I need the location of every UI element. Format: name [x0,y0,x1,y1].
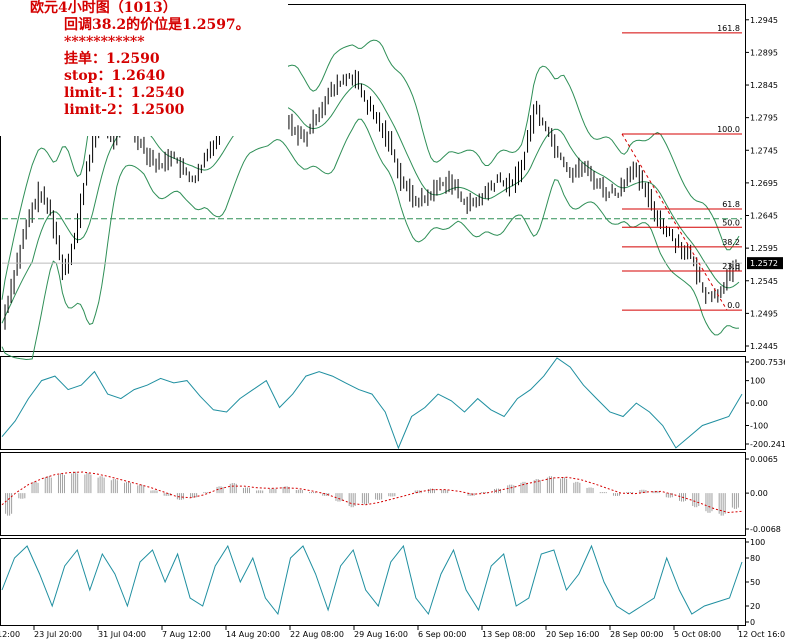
oscillator-3-axis-label: 80 [750,554,760,563]
current-price-label: 1.2572 [750,259,778,268]
price-axis-label: 1.2845 [750,81,778,90]
oscillator-3-line [1,544,743,616]
oscillator-2-axis-label: 0.0065 [750,455,778,464]
x-axis-label: 12 Oct 16:00 [738,630,785,639]
price-axis-label: 1.2495 [750,309,778,318]
annotation-retracement: 回调38.2的价位是1.2597。 [64,17,250,33]
oscillator-1-axis-label: 100 [750,377,765,386]
fib-level-label: 0.0 [727,301,740,310]
x-axis-label: 23 Jul 20:00 [34,630,82,639]
price-axis-label: 1.2795 [750,114,778,123]
oscillator-1-line [1,357,743,450]
x-axis-label: 13 Sep 08:00 [482,630,535,639]
oscillator-3-axis-label: 20 [750,602,760,611]
oscillator-3-axis-label: 100 [750,538,765,547]
price-panel [0,4,746,352]
fib-level-label: 38.2 [722,238,740,247]
bollinger-lower-band [1,118,740,361]
x-axis-label: 31 Jul 04:00 [98,630,146,639]
annotation-limit-2: limit-2：1.2500 [64,102,185,118]
annotation-stars: *********** [64,34,145,50]
oscillator-2-panel [0,452,746,536]
signal-line [1,471,743,514]
oscillator-1-axis-label: -100 [750,422,768,431]
oscillator-3-axis-label: 50 [750,578,760,587]
oscillator-1-axis-label: 0.00 [750,399,768,408]
x-axis-label: 14 Aug 20:00 [226,630,280,639]
price-axis-label: 1.2545 [750,277,778,286]
x-axis-label: 12:00 [0,630,20,639]
x-axis-label: 6 Sep 00:00 [418,630,466,639]
annotation-limit-1: limit-1：1.2540 [64,85,185,101]
annotation-stop: stop：1.2640 [64,68,166,84]
x-axis-label: 29 Aug 16:00 [354,630,408,639]
current-price-tag [747,257,783,270]
oscillator-2-axis-label: -0.0068 [750,525,781,534]
x-axis-label: 22 Aug 08:00 [290,630,344,639]
fib-trendline [621,133,728,311]
price-axis-label: 1.2895 [750,48,778,57]
fib-level-label: 61.8 [722,200,740,209]
fib-level-label: 100.0 [717,125,740,134]
price-axis-label: 1.2595 [750,244,778,253]
price-axis-label: 1.2745 [750,146,778,155]
oscillator-2-axis-label: 0.00 [750,489,768,498]
oscillator-1-axis-label: 200.7536 [750,358,785,367]
fib-level-label: 161.8 [717,24,740,33]
price-axis-label: 1.2445 [750,342,778,351]
fib-level-label: 23.6 [722,262,740,271]
fib-level-label: 50.0 [722,218,740,227]
x-axis-label: 5 Oct 08:00 [674,630,721,639]
oscillator-3-axis-label: 0 [750,618,755,627]
x-axis-label: 28 Sep 00:00 [610,630,663,639]
oscillator-1-axis-label: -200.241 [750,440,785,449]
x-axis-label: 7 Aug 12:00 [162,630,211,639]
annotation-entry: 挂单：1.2590 [64,51,160,67]
price-axis-label: 1.2945 [750,16,778,25]
annotation-title: 欧元4小时图（1013） [30,0,177,16]
price-axis-label: 1.2695 [750,179,778,188]
trade-annotation: 欧元4小时图（1013） 回调38.2的价位是1.2597。 *********… [0,0,288,136]
price-axis-label: 1.2645 [750,212,778,221]
x-axis-label: 20 Sep 16:00 [546,630,599,639]
